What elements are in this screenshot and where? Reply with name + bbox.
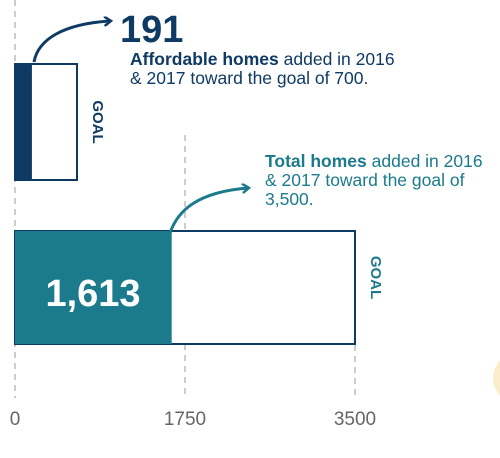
bar-affordable [15, 64, 32, 180]
arrow-affordable [32, 21, 110, 63]
tick-label-3500: 3500 [334, 409, 376, 430]
annotation-total: Total homes added in 2016 & 2017 toward … [265, 152, 497, 209]
goal-label-affordable: GOAL [89, 100, 106, 143]
annotation-total-text: added in 2016 & 2017 toward the goal of … [265, 151, 483, 209]
goal-label-total: GOAL [367, 256, 384, 299]
value-label-total: 1,613 [45, 273, 140, 315]
value-label-affordable: 191 [120, 9, 183, 51]
bar-total [15, 231, 172, 344]
annotation-affordable-bold: Affordable homes [130, 49, 279, 69]
decorative-glow [493, 360, 500, 396]
annotation-affordable: Affordable homes added in 2016 & 2017 to… [130, 50, 400, 88]
tick-label-0: 0 [10, 409, 21, 430]
annotation-total-bold: Total homes [265, 151, 367, 171]
tick-label-1750: 1750 [164, 409, 206, 430]
arrow-total [168, 188, 248, 234]
annotation-affordable-text: added in 2016 & 2017 toward the goal of … [130, 49, 395, 88]
